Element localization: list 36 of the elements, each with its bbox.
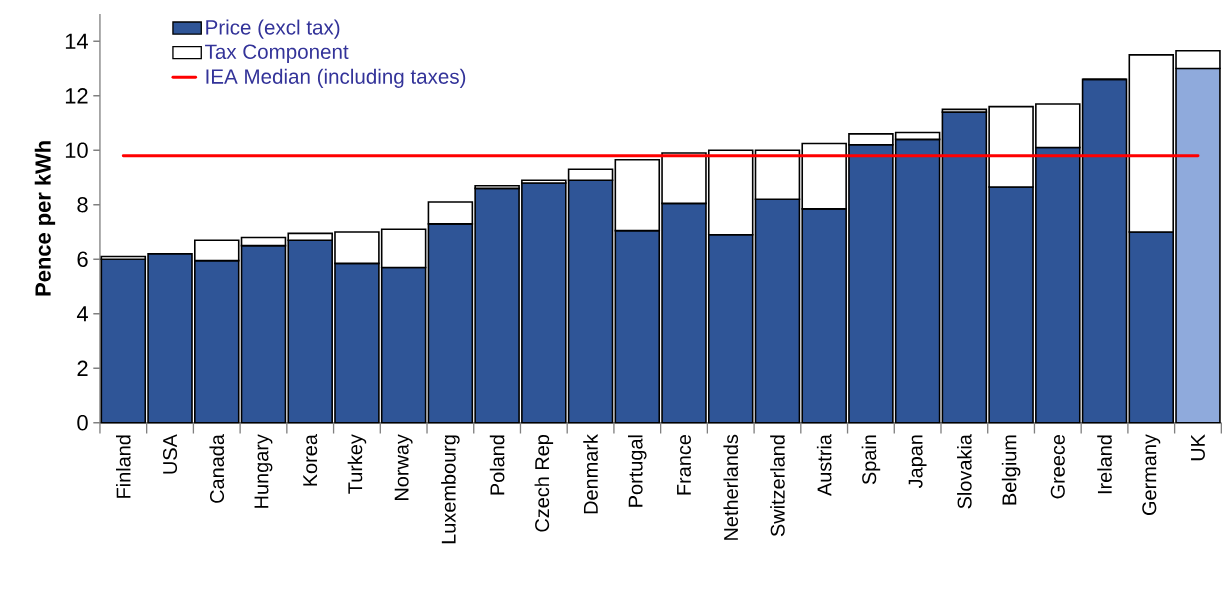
x-tick-label: Netherlands bbox=[723, 435, 739, 541]
x-tick-label: Denmark bbox=[583, 434, 598, 514]
x-tick-label: Germany bbox=[1142, 434, 1161, 516]
x-tick-label: Switzerland bbox=[770, 435, 785, 537]
x-tick-label: Hungary bbox=[254, 434, 273, 508]
x-tick-label: USA bbox=[162, 434, 178, 474]
x-tick-label: Luxembourg bbox=[441, 435, 460, 544]
x-tick-label: Norway bbox=[394, 434, 413, 501]
x-tick-label: Poland bbox=[489, 435, 505, 495]
x-tick-label: Japan bbox=[908, 435, 927, 489]
y-tick-label: 0 bbox=[77, 415, 88, 431]
x-tick-label: Greece bbox=[1050, 435, 1065, 499]
x-tick-label: Finland bbox=[116, 435, 131, 498]
y-tick-label: 12 bbox=[65, 88, 88, 104]
x-tick-label: Spain bbox=[861, 435, 881, 485]
y-tick-label: 14 bbox=[65, 33, 88, 49]
x-tick-label: Portugal bbox=[628, 435, 647, 507]
x-tick-label: Turkey bbox=[347, 434, 367, 494]
y-tick-label: 8 bbox=[77, 197, 88, 213]
x-tick-label: Canada bbox=[209, 434, 225, 503]
legend-label: IEA Median (including taxes) bbox=[206, 68, 466, 89]
x-tick-label: Austria bbox=[816, 434, 832, 497]
y-tick-label: 10 bbox=[65, 142, 88, 159]
y-tick-label: 4 bbox=[76, 306, 88, 322]
x-tick-label: France bbox=[677, 435, 691, 495]
x-tick-label: Ireland bbox=[1097, 435, 1112, 494]
y-axis-title: Pence per kWh bbox=[34, 141, 56, 296]
legend-label: Price (excl tax) bbox=[206, 19, 340, 39]
y-tick-label: 2 bbox=[77, 360, 88, 377]
x-tick-label: Slovakia bbox=[957, 434, 972, 509]
legend-label: Tax Component bbox=[205, 44, 349, 64]
y-tick-label: 6 bbox=[77, 251, 88, 268]
x-tick-label: UK bbox=[1191, 434, 1205, 461]
x-tick-label: Belgium bbox=[1001, 435, 1021, 505]
x-tick-label: Korea bbox=[303, 434, 318, 486]
x-tick-label: Czech Rep bbox=[534, 435, 554, 532]
